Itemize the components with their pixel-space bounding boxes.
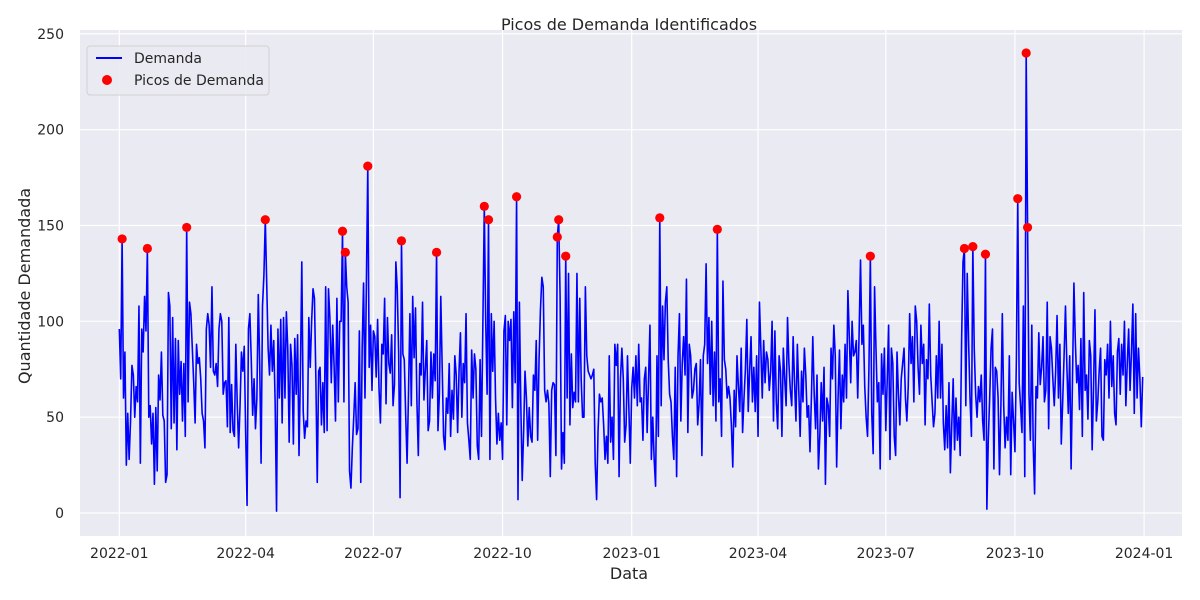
peak-point — [142, 243, 152, 254]
peak-point — [483, 215, 494, 225]
y-tick-label: 0 — [55, 506, 64, 522]
peak-point — [865, 251, 875, 261]
peaks-layer — [117, 48, 1033, 261]
peak-point — [980, 249, 991, 259]
demand-line-layer — [118, 52, 1144, 512]
peak-point — [117, 234, 127, 244]
legend-label-demanda: Demanda — [134, 51, 202, 67]
legend-box — [86, 45, 270, 96]
peak-point — [1021, 48, 1031, 58]
peak-point — [260, 215, 270, 225]
peak-point — [712, 224, 722, 234]
peak-point — [182, 222, 192, 233]
y-axis-title: Quantidade Demandada — [15, 188, 34, 384]
x-tick-label: 2023-07 — [857, 546, 916, 562]
peak-point — [655, 213, 665, 223]
peak-point — [968, 241, 978, 252]
peak-point — [337, 226, 348, 236]
x-tick-label: 2022-04 — [216, 546, 275, 562]
legend-label-picos: Picos de Demanda — [134, 73, 264, 89]
peak-point — [431, 247, 442, 257]
peak-point — [363, 161, 373, 171]
x-tick-label: 2022-10 — [473, 546, 532, 562]
legend: Demanda Picos de Demanda — [86, 45, 270, 96]
legend-peak-swatch — [102, 75, 112, 85]
peak-point — [554, 215, 564, 225]
x-axis-title: Data — [610, 564, 648, 583]
chart-title: Picos de Demanda Identificados — [501, 15, 757, 34]
peak-point — [479, 201, 489, 211]
peak-point — [396, 236, 407, 246]
x-tick-label: 2023-01 — [602, 546, 661, 562]
y-tick-label: 50 — [46, 410, 64, 426]
demand-series-line — [118, 52, 1144, 512]
y-tick-label: 200 — [37, 123, 64, 139]
x-axis-ticks: 2022-01 2022-04 2022-07 2022-10 2023-01 2023-… — [90, 546, 1173, 562]
peak-point — [340, 247, 350, 257]
peak-point — [1013, 194, 1023, 204]
y-tick-label: 100 — [37, 314, 64, 330]
peak-point — [959, 243, 970, 254]
peak-point — [511, 192, 522, 202]
x-tick-label: 2022-01 — [90, 546, 149, 562]
x-tick-label: 2022-07 — [344, 546, 403, 562]
peak-point — [552, 232, 562, 242]
x-tick-label: 2024-01 — [1115, 546, 1174, 562]
peak-point — [1022, 222, 1033, 233]
peak-point — [561, 251, 571, 261]
y-tick-label: 250 — [37, 27, 64, 43]
x-tick-label: 2023-04 — [729, 546, 788, 562]
y-tick-label: 150 — [37, 219, 64, 235]
x-tick-label: 2023-10 — [986, 546, 1045, 562]
y-axis-ticks: 0 50 100 150 200 250 — [37, 27, 64, 522]
